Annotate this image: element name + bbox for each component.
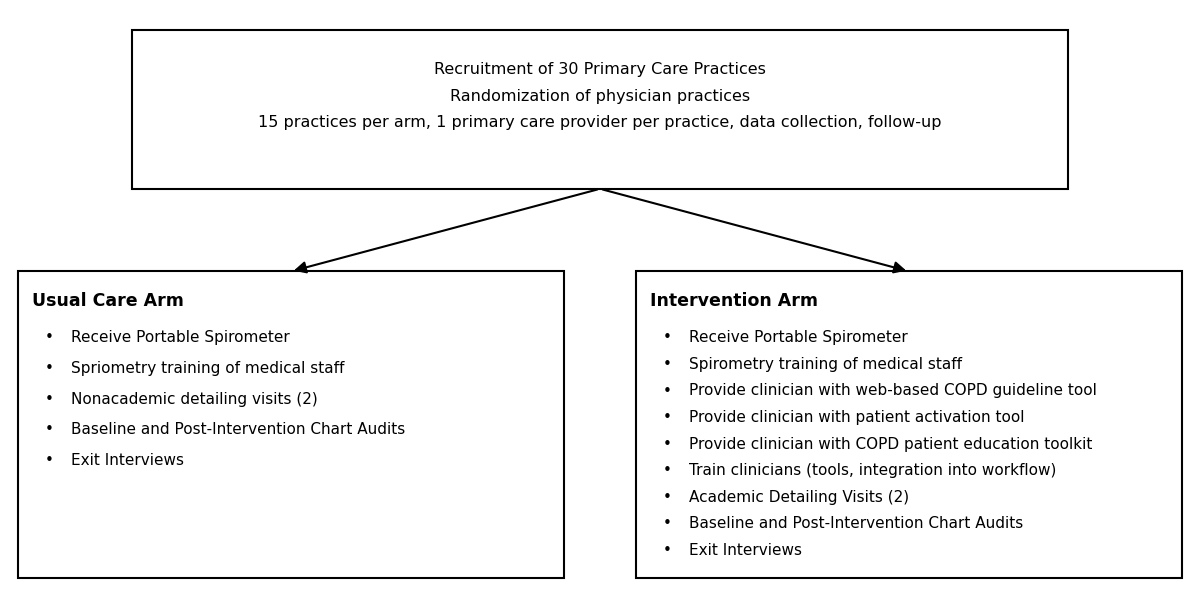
Text: Spriometry training of medical staff: Spriometry training of medical staff — [71, 361, 344, 376]
FancyBboxPatch shape — [132, 30, 1068, 189]
Text: •: • — [662, 384, 671, 398]
Text: •: • — [662, 516, 671, 531]
Text: 15 practices per arm, 1 primary care provider per practice, data collection, fol: 15 practices per arm, 1 primary care pro… — [258, 115, 942, 130]
Text: •: • — [662, 543, 671, 558]
Text: Train clinicians (tools, integration into workflow): Train clinicians (tools, integration int… — [689, 463, 1056, 478]
Text: •: • — [662, 490, 671, 504]
Text: Provide clinician with COPD patient education toolkit: Provide clinician with COPD patient educ… — [689, 437, 1092, 451]
Text: Academic Detailing Visits (2): Academic Detailing Visits (2) — [689, 490, 908, 504]
Text: Receive Portable Spirometer: Receive Portable Spirometer — [689, 330, 907, 345]
Text: •: • — [662, 357, 671, 372]
Text: •: • — [44, 422, 53, 437]
Text: •: • — [662, 437, 671, 451]
Text: Usual Care Arm: Usual Care Arm — [32, 292, 185, 310]
Text: •: • — [44, 361, 53, 376]
Text: Exit Interviews: Exit Interviews — [71, 453, 184, 468]
Text: Receive Portable Spirometer: Receive Portable Spirometer — [71, 330, 289, 345]
Text: Recruitment of 30 Primary Care Practices: Recruitment of 30 Primary Care Practices — [434, 62, 766, 77]
Text: •: • — [662, 463, 671, 478]
Text: •: • — [662, 330, 671, 345]
Text: Provide clinician with web-based COPD guideline tool: Provide clinician with web-based COPD gu… — [689, 384, 1097, 398]
Text: Intervention Arm: Intervention Arm — [650, 292, 818, 310]
Text: Baseline and Post-Intervention Chart Audits: Baseline and Post-Intervention Chart Aud… — [71, 422, 406, 437]
Text: Exit Interviews: Exit Interviews — [689, 543, 802, 558]
Text: •: • — [44, 453, 53, 468]
Text: Provide clinician with patient activation tool: Provide clinician with patient activatio… — [689, 410, 1025, 425]
Text: •: • — [44, 330, 53, 345]
Text: Nonacademic detailing visits (2): Nonacademic detailing visits (2) — [71, 392, 318, 407]
Text: Baseline and Post-Intervention Chart Audits: Baseline and Post-Intervention Chart Aud… — [689, 516, 1024, 531]
Text: Randomization of physician practices: Randomization of physician practices — [450, 88, 750, 103]
Text: •: • — [662, 410, 671, 425]
Text: Spirometry training of medical staff: Spirometry training of medical staff — [689, 357, 962, 372]
FancyBboxPatch shape — [18, 271, 564, 578]
FancyBboxPatch shape — [636, 271, 1182, 578]
Text: •: • — [44, 392, 53, 407]
